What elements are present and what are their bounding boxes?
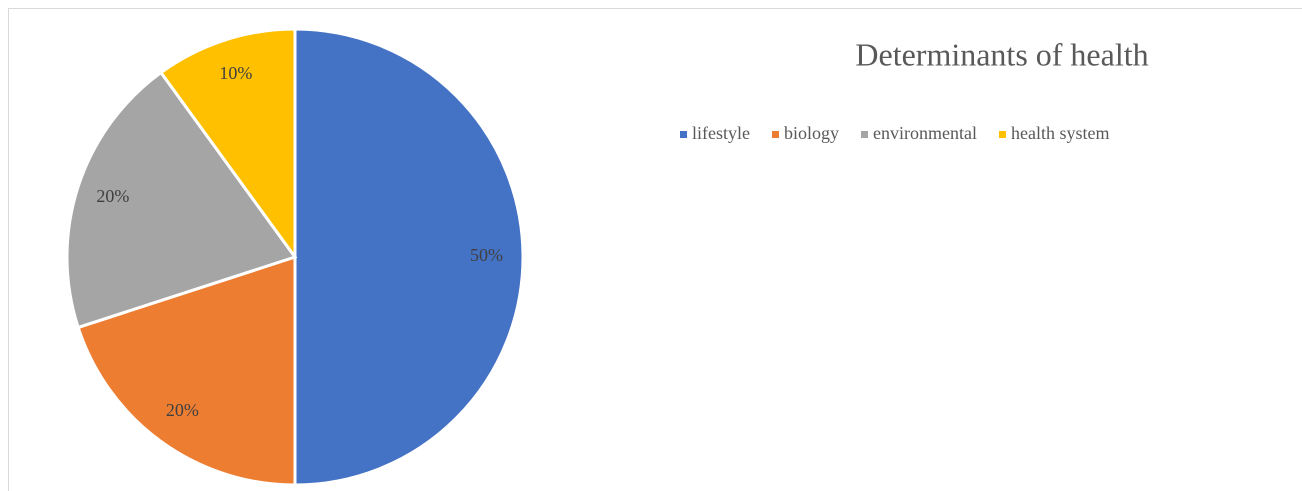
- chart-title: Determinants of health: [855, 36, 1148, 72]
- data-label: 50%: [470, 245, 503, 265]
- legend-marker: [680, 131, 687, 138]
- chart-border: [8, 8, 1302, 491]
- data-label: 20%: [166, 400, 199, 420]
- legend-label: health system: [1011, 123, 1109, 143]
- legend-label: environmental: [873, 123, 977, 143]
- legend-label: biology: [784, 123, 839, 143]
- legend-marker: [998, 131, 1006, 138]
- legend-label: lifestyle: [692, 123, 750, 143]
- data-label: 10%: [219, 63, 252, 83]
- pie-slice: [76, 254, 297, 487]
- legend-marker: [771, 131, 779, 138]
- legend-marker: [861, 131, 868, 138]
- data-label: 20%: [96, 186, 129, 206]
- pie-slice: [158, 27, 297, 262]
- pie-slice: [293, 27, 525, 487]
- pie-slice: [65, 70, 298, 330]
